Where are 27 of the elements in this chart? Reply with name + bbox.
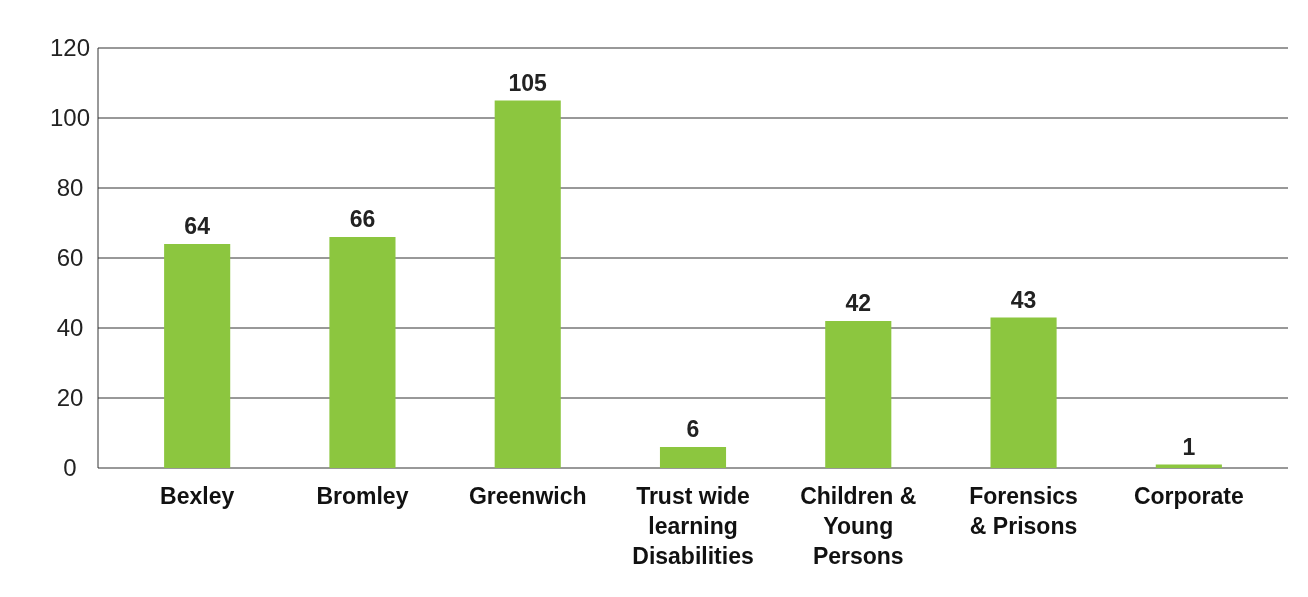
y-tick-label: 120 [49, 34, 91, 62]
y-tick-label: 60 [56, 244, 84, 272]
data-label: 64 [184, 213, 211, 239]
bar [494, 100, 561, 468]
data-label: 42 [845, 290, 872, 316]
x-tick-label: Bexley [160, 483, 235, 509]
bar [329, 237, 396, 468]
bar [164, 244, 231, 468]
data-label: 43 [1010, 286, 1037, 313]
bar [990, 317, 1057, 468]
data-label: 6 [686, 416, 700, 442]
y-tick-label: 40 [56, 314, 84, 342]
bar [825, 321, 892, 468]
data-label: 66 [349, 206, 376, 232]
data-label: 105 [508, 69, 548, 96]
bar [659, 447, 727, 468]
data-label: 1 [1182, 433, 1196, 460]
y-tick-label: 0 [63, 454, 77, 482]
x-tick-label: Trust wide learning Disabilities [632, 483, 754, 569]
y-tick-label: 80 [56, 174, 84, 202]
x-tick-label: Corporate [1133, 483, 1244, 509]
x-tick-label: Bromley [316, 483, 409, 509]
x-tick-label: Greenwich [468, 483, 587, 509]
y-tick-label: 100 [49, 104, 91, 132]
x-tick-label: Forensics & Prisons [969, 483, 1078, 539]
x-tick-label: Children & Young Persons [800, 483, 917, 569]
y-tick-label: 20 [56, 384, 84, 412]
